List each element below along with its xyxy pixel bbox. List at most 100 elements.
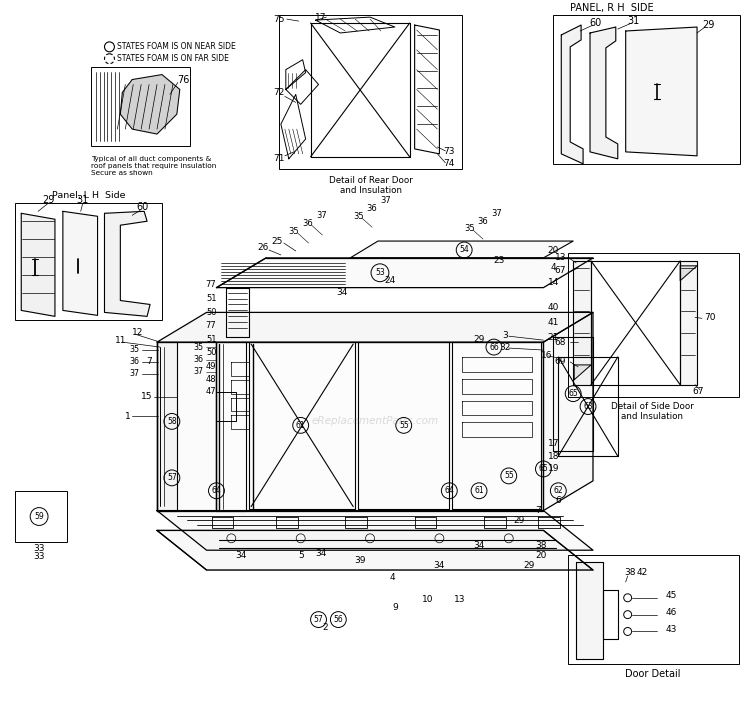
Text: 36: 36 [194, 355, 203, 365]
Text: 37: 37 [380, 196, 392, 205]
Polygon shape [104, 211, 150, 316]
Text: 63: 63 [584, 402, 593, 411]
Circle shape [104, 42, 115, 51]
Polygon shape [573, 261, 591, 385]
Text: 31: 31 [76, 196, 88, 205]
Text: 5: 5 [298, 551, 304, 560]
Text: 17: 17 [548, 439, 559, 448]
Text: 20: 20 [536, 551, 548, 560]
Text: 65: 65 [538, 465, 548, 473]
Text: STATES FOAM IS ON FAR SIDE: STATES FOAM IS ON FAR SIDE [117, 54, 230, 63]
Text: 48: 48 [206, 376, 217, 384]
Text: 67: 67 [692, 387, 703, 396]
Text: 35: 35 [194, 343, 203, 352]
Text: 57: 57 [314, 615, 323, 624]
Text: 64: 64 [445, 486, 454, 495]
Polygon shape [217, 258, 593, 288]
Text: 10: 10 [422, 595, 434, 604]
Text: 14: 14 [548, 278, 559, 287]
Text: 55: 55 [504, 471, 514, 481]
Text: 43: 43 [665, 625, 676, 634]
Text: 67: 67 [555, 266, 566, 276]
Text: 29: 29 [42, 196, 54, 205]
Text: 74: 74 [444, 160, 455, 168]
Text: 77: 77 [206, 320, 217, 330]
Polygon shape [576, 562, 603, 659]
Text: 57: 57 [167, 473, 177, 482]
Text: 69: 69 [555, 357, 566, 366]
Text: 3: 3 [502, 331, 508, 340]
Polygon shape [63, 211, 98, 315]
Text: 41: 41 [548, 318, 559, 327]
Text: 55: 55 [399, 420, 409, 430]
Text: 13: 13 [555, 254, 566, 262]
Text: 7: 7 [146, 357, 152, 366]
Text: 29: 29 [513, 516, 524, 525]
Polygon shape [680, 261, 697, 385]
Polygon shape [561, 25, 583, 164]
Text: STATES FOAM IS ON NEAR SIDE: STATES FOAM IS ON NEAR SIDE [117, 42, 236, 51]
Text: 36: 36 [478, 217, 488, 225]
Text: 37: 37 [194, 368, 203, 376]
Text: 2: 2 [322, 623, 328, 632]
Text: 4: 4 [550, 263, 556, 273]
Text: 65: 65 [568, 389, 578, 398]
Text: 20: 20 [548, 247, 559, 255]
Text: 56: 56 [334, 615, 344, 624]
Polygon shape [574, 365, 591, 380]
Text: 13: 13 [454, 595, 465, 604]
Text: 51: 51 [206, 335, 217, 344]
Text: 35: 35 [289, 227, 299, 236]
Text: 62: 62 [554, 486, 563, 495]
Text: 33: 33 [33, 552, 45, 560]
Text: 34: 34 [473, 541, 484, 550]
Bar [15, 204, 162, 320]
Text: 76: 76 [178, 75, 190, 85]
Text: 12: 12 [131, 328, 143, 336]
Text: Typical of all duct components &
roof panels that require insulation
Secure as s: Typical of all duct components & roof pa… [91, 156, 216, 176]
Text: 45: 45 [665, 592, 676, 600]
Text: 49: 49 [206, 362, 217, 371]
Text: 24: 24 [384, 276, 395, 285]
Text: 39: 39 [355, 555, 366, 565]
Text: 21: 21 [548, 333, 559, 341]
Text: Detail of Side Door
and Insulation: Detail of Side Door and Insulation [611, 402, 694, 421]
Text: 1: 1 [124, 412, 130, 421]
Text: 51: 51 [206, 294, 217, 303]
Text: Door Detail: Door Detail [625, 669, 680, 679]
Text: 37: 37 [129, 369, 140, 378]
Text: 31: 31 [628, 16, 640, 26]
Text: eReplacementParts.com: eReplacementParts.com [311, 416, 439, 426]
Bar [15, 491, 67, 542]
Text: 29: 29 [523, 560, 534, 570]
Text: 37: 37 [491, 209, 502, 218]
Bar [554, 15, 740, 164]
Text: 33: 33 [33, 544, 45, 552]
Text: Detail of Rear Door
and Insulation: Detail of Rear Door and Insulation [329, 175, 413, 195]
Text: 11: 11 [115, 336, 126, 344]
Text: 23: 23 [494, 257, 505, 265]
Text: 72: 72 [273, 88, 284, 97]
Text: 68: 68 [555, 338, 566, 347]
Text: 77: 77 [206, 280, 217, 289]
Text: 26: 26 [257, 244, 268, 252]
Text: 38: 38 [536, 541, 548, 550]
Text: 75: 75 [273, 14, 285, 24]
Polygon shape [217, 342, 544, 510]
Text: 50: 50 [206, 308, 217, 317]
Text: 18: 18 [548, 452, 559, 460]
Text: 73: 73 [443, 147, 455, 157]
Text: 53: 53 [375, 268, 385, 277]
Text: 42: 42 [637, 568, 648, 576]
Text: 4: 4 [390, 573, 396, 582]
Text: 34: 34 [337, 288, 348, 297]
Polygon shape [120, 75, 180, 134]
Text: 38: 38 [624, 568, 635, 576]
Polygon shape [157, 531, 593, 570]
Text: 59: 59 [34, 512, 44, 521]
Text: 36: 36 [129, 357, 140, 366]
Polygon shape [157, 312, 593, 342]
Text: 17: 17 [315, 12, 326, 22]
Text: 66: 66 [489, 343, 499, 352]
Text: 9: 9 [392, 603, 398, 612]
